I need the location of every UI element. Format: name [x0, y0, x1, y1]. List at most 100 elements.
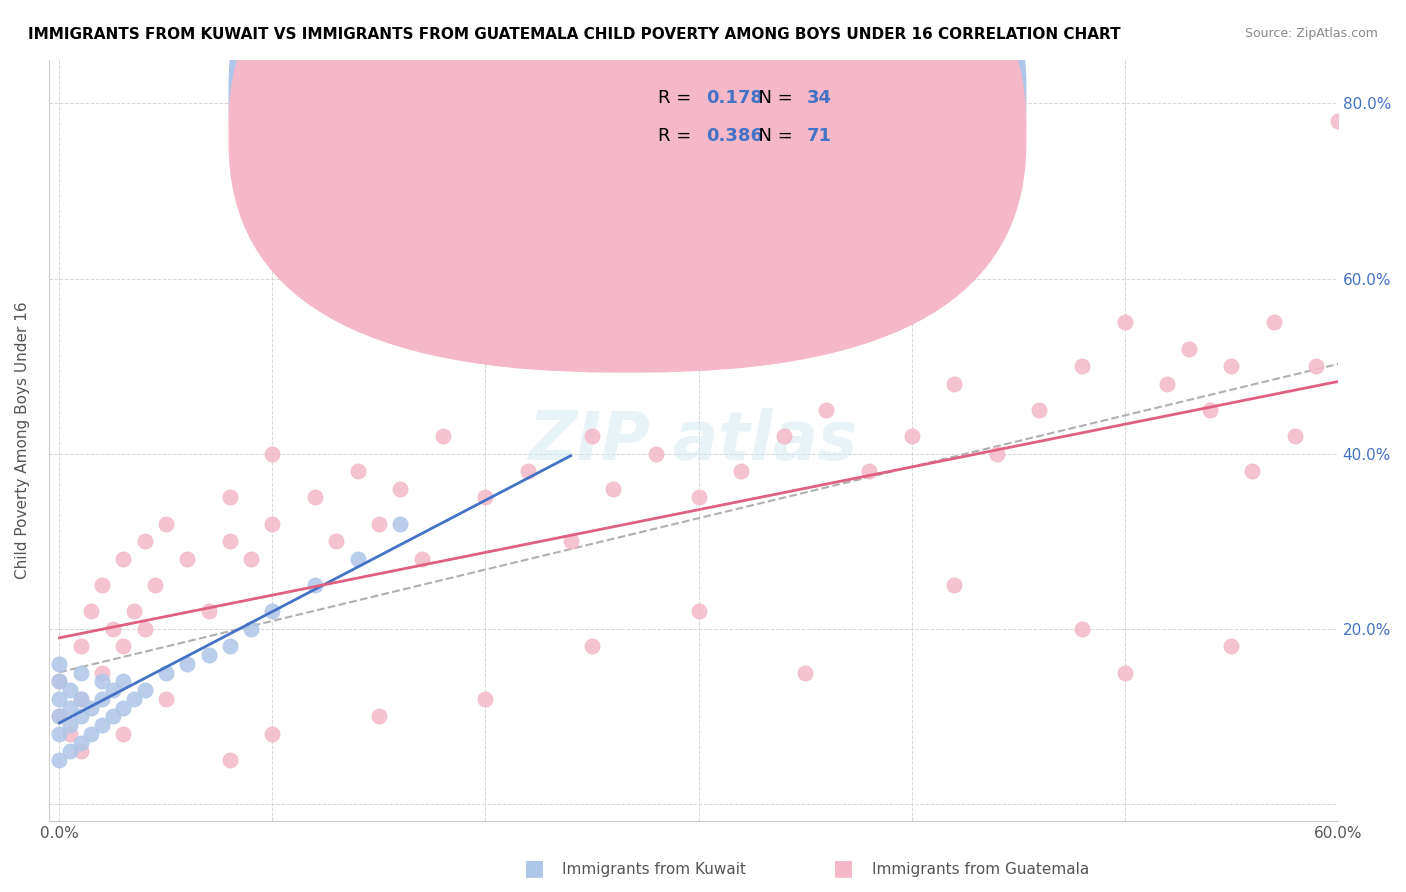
Point	[112, 700, 135, 714]
Point	[474, 491, 496, 505]
Point	[325, 534, 347, 549]
Point	[155, 691, 177, 706]
Point	[262, 727, 284, 741]
Text: ■: ■	[524, 858, 544, 878]
Point	[91, 674, 114, 689]
Point	[581, 429, 603, 443]
Point	[59, 718, 82, 732]
Point	[59, 744, 82, 758]
Point	[101, 622, 124, 636]
Point	[69, 691, 91, 706]
Text: Immigrants from Kuwait: Immigrants from Kuwait	[562, 863, 747, 877]
Point	[262, 604, 284, 618]
Point	[943, 578, 966, 592]
Point	[134, 622, 156, 636]
Point	[262, 516, 284, 531]
Point	[112, 640, 135, 654]
Point	[1071, 359, 1094, 373]
Point	[134, 534, 156, 549]
Point	[69, 736, 91, 750]
Point	[1198, 403, 1220, 417]
Point	[560, 534, 582, 549]
Point	[581, 640, 603, 654]
Text: IMMIGRANTS FROM KUWAIT VS IMMIGRANTS FROM GUATEMALA CHILD POVERTY AMONG BOYS UND: IMMIGRANTS FROM KUWAIT VS IMMIGRANTS FRO…	[28, 27, 1121, 42]
Point	[304, 578, 326, 592]
Point	[1156, 376, 1178, 391]
Point	[794, 665, 817, 680]
FancyBboxPatch shape	[583, 63, 893, 174]
Point	[69, 640, 91, 654]
Point	[262, 447, 284, 461]
Point	[218, 491, 240, 505]
Point	[80, 727, 103, 741]
Point	[688, 491, 710, 505]
Point	[143, 578, 166, 592]
Point	[134, 683, 156, 698]
Point	[815, 403, 838, 417]
Point	[517, 464, 540, 478]
Point	[48, 674, 70, 689]
Point	[80, 700, 103, 714]
Point	[432, 429, 454, 443]
Point	[101, 683, 124, 698]
Point	[48, 727, 70, 741]
Point	[80, 604, 103, 618]
Point	[1241, 464, 1264, 478]
Point	[1071, 622, 1094, 636]
Y-axis label: Child Poverty Among Boys Under 16: Child Poverty Among Boys Under 16	[15, 301, 30, 579]
Point	[943, 376, 966, 391]
Point	[48, 674, 70, 689]
Point	[69, 665, 91, 680]
Text: ZIP atlas: ZIP atlas	[529, 408, 858, 474]
Point	[59, 700, 82, 714]
Point	[474, 691, 496, 706]
Point	[59, 727, 82, 741]
Point	[112, 674, 135, 689]
Point	[69, 691, 91, 706]
Point	[48, 709, 70, 723]
Point	[602, 482, 624, 496]
Text: Source: ZipAtlas.com: Source: ZipAtlas.com	[1244, 27, 1378, 40]
Text: 0.178: 0.178	[706, 88, 763, 107]
Point	[69, 709, 91, 723]
Point	[91, 665, 114, 680]
Point	[645, 447, 668, 461]
Point	[122, 604, 145, 618]
Point	[900, 429, 922, 443]
Point	[155, 665, 177, 680]
Text: N =: N =	[748, 127, 799, 145]
Point	[197, 604, 219, 618]
Point	[176, 551, 198, 566]
Text: 0.386: 0.386	[706, 127, 763, 145]
Text: N =: N =	[748, 88, 799, 107]
Point	[986, 447, 1008, 461]
Point	[1114, 315, 1136, 329]
Point	[91, 718, 114, 732]
Point	[389, 516, 412, 531]
Point	[346, 551, 368, 566]
Point	[1028, 403, 1050, 417]
Point	[48, 753, 70, 767]
Point	[218, 534, 240, 549]
Point	[1114, 665, 1136, 680]
Point	[112, 551, 135, 566]
Text: R =: R =	[658, 88, 697, 107]
Point	[48, 691, 70, 706]
Point	[240, 622, 263, 636]
Point	[1220, 640, 1243, 654]
Point	[197, 648, 219, 662]
Text: R =: R =	[658, 127, 697, 145]
Point	[155, 516, 177, 531]
Point	[346, 464, 368, 478]
Point	[688, 604, 710, 618]
Point	[730, 464, 752, 478]
Text: 71: 71	[807, 127, 831, 145]
Point	[91, 578, 114, 592]
Point	[1177, 342, 1199, 356]
Point	[1284, 429, 1306, 443]
Point	[240, 551, 263, 566]
Text: 34: 34	[807, 88, 831, 107]
Point	[218, 753, 240, 767]
FancyBboxPatch shape	[229, 0, 1026, 334]
Point	[772, 429, 794, 443]
